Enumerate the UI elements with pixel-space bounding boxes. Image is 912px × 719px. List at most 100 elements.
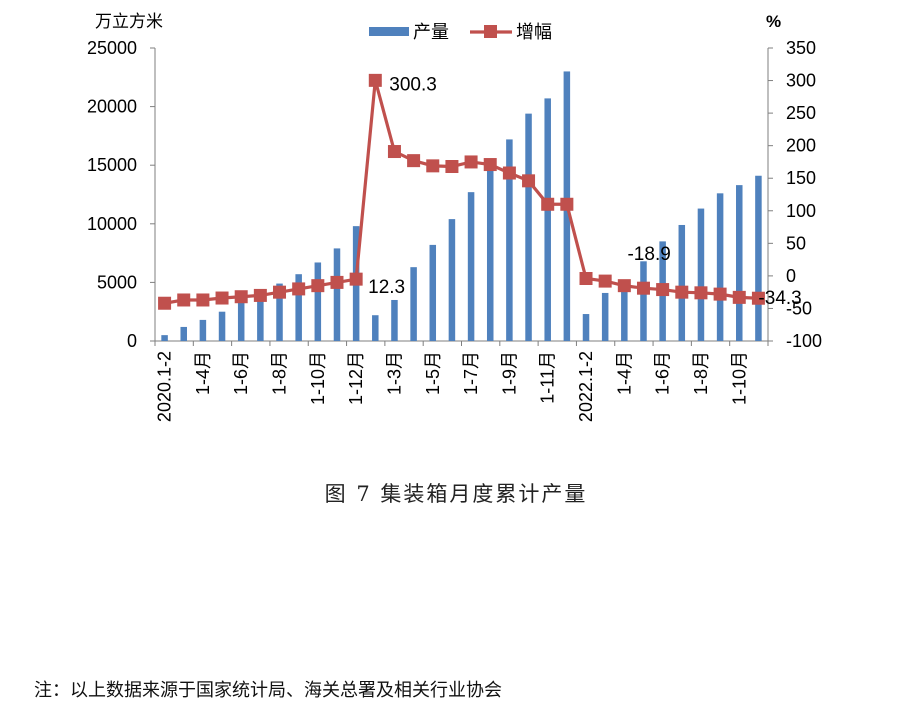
bar [237, 302, 245, 341]
bar [697, 208, 705, 341]
series-line [164, 79, 759, 305]
bar [467, 192, 475, 341]
bar [372, 315, 379, 341]
line-marker [483, 158, 497, 172]
line-marker [177, 293, 191, 307]
bar [199, 319, 207, 341]
x-axis-tick-label: 1-11月 [538, 351, 558, 404]
line-marker [311, 279, 325, 293]
bar [161, 335, 168, 341]
line-marker [292, 282, 306, 296]
line-marker [656, 283, 670, 297]
bar [333, 248, 341, 341]
line-marker [617, 279, 631, 293]
chart: 0 5000 10000 15000 20000 25000 -100 -50 0 50 100 15… [87, 12, 822, 422]
line-marker [636, 281, 650, 295]
right-axis-tick-label: 150 [786, 168, 816, 188]
line-marker [732, 290, 746, 304]
legend-label-bars: 产量 [413, 22, 449, 42]
line-marker [541, 197, 555, 211]
line-marker [464, 155, 478, 169]
line-marker [196, 293, 210, 307]
legend-swatch-marker [484, 25, 497, 38]
line-marker [349, 272, 363, 286]
right-axis-tick-label: 250 [786, 103, 816, 123]
line-marker [694, 286, 708, 300]
bar [736, 185, 743, 341]
line-marker [598, 274, 612, 288]
line-marker [234, 290, 248, 304]
data-label: -34.3 [758, 288, 801, 309]
line-marker [579, 271, 593, 285]
line-marker [215, 291, 229, 305]
bar [486, 167, 494, 341]
bar [640, 261, 647, 341]
x-axis-tick-label: 1-8月 [691, 351, 711, 395]
data-label: -18.9 [627, 244, 670, 265]
x-axis-tick-label: 1-4月 [193, 351, 213, 395]
left-axis-tick-label: 5000 [97, 272, 137, 292]
x-axis-tick-label: 1-6月 [653, 351, 673, 395]
line-marker [407, 154, 421, 168]
bar [755, 175, 762, 341]
bar [716, 193, 724, 341]
x-axis-tick-label: 1-10月 [308, 351, 328, 405]
bar [678, 224, 686, 341]
bar [601, 292, 609, 341]
legend-swatch-bars [369, 27, 409, 36]
bar [621, 282, 628, 341]
bar [295, 274, 302, 341]
x-axis-tick-label: 2020.1-2 [155, 351, 175, 422]
x-axis-tick-label: 1-3月 [384, 351, 404, 395]
bar [582, 314, 590, 341]
data-label: 300.3 [389, 74, 437, 95]
legend-label-line: 增幅 [516, 22, 552, 42]
bar [410, 267, 417, 341]
right-axis-tick-label: 350 [786, 38, 816, 58]
bar [525, 113, 532, 341]
line-marker [522, 174, 536, 188]
x-axis-tick-label: 1-10月 [729, 351, 749, 405]
line-marker [751, 291, 765, 305]
line-marker [675, 285, 689, 299]
source-note: 注：以上数据来源于国家统计局、海关总署及相关行业协会 [34, 680, 502, 701]
line-marker [368, 73, 382, 87]
line-marker [560, 197, 574, 211]
right-axis-tick-label: 100 [786, 201, 816, 221]
x-axis-tick-label: 1-8月 [270, 351, 290, 395]
right-axis-tick-label: 50 [786, 233, 806, 253]
line-marker [330, 275, 344, 289]
x-axis-tick-label: 1-9月 [499, 351, 519, 395]
bar [180, 326, 187, 341]
x-axis-tick-label: 1-6月 [231, 351, 251, 395]
right-axis-unit-label: % [766, 12, 781, 31]
bar [544, 98, 551, 342]
line-marker [158, 296, 172, 310]
bar [257, 294, 264, 341]
left-axis-tick-label: 20000 [87, 97, 137, 117]
line-marker [713, 287, 727, 301]
left-axis-tick-label: 10000 [87, 214, 137, 234]
bar [391, 299, 398, 341]
right-axis-tick-label: 200 [786, 136, 816, 156]
figure-caption: 图 7 集装箱月度累计产量 [324, 482, 588, 506]
bar [218, 311, 226, 341]
bar [429, 244, 437, 341]
bar [506, 139, 513, 341]
right-axis-tick-label: -100 [786, 331, 822, 351]
bar [314, 262, 322, 341]
line-marker [445, 160, 459, 174]
x-axis-tick-label: 2022.1-2 [576, 351, 596, 422]
left-axis-tick-label: 25000 [87, 38, 137, 58]
x-axis-tick-label: 1-5月 [423, 351, 443, 395]
line-marker [273, 285, 287, 299]
left-axis-tick-label: 0 [127, 331, 137, 351]
left-axis-unit-label: 万立方米 [95, 12, 163, 31]
right-axis-tick-label: -50 [786, 298, 812, 318]
line-marker [502, 166, 516, 180]
right-axis-tick-label: 0 [786, 266, 796, 286]
bar [448, 219, 456, 341]
x-axis-tick-label: 1-7月 [461, 351, 481, 395]
x-axis-tick-label: 1-12月 [346, 351, 366, 405]
line-marker [387, 145, 401, 159]
